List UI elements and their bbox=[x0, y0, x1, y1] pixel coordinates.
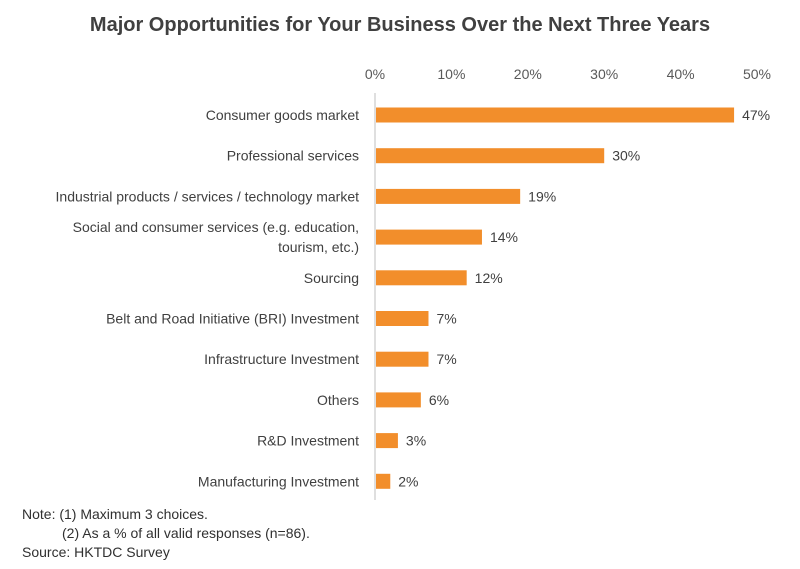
bar bbox=[376, 148, 605, 164]
category-label: Belt and Road Initiative (BRI) Investmen… bbox=[106, 311, 359, 327]
data-label: 7% bbox=[436, 351, 456, 367]
data-label: 7% bbox=[436, 311, 456, 327]
note-line-1: Note: (1) Maximum 3 choices. bbox=[22, 506, 208, 522]
bar bbox=[376, 229, 482, 245]
category-label: Manufacturing Investment bbox=[198, 473, 359, 489]
category-label: R&D Investment bbox=[257, 433, 359, 449]
category-label: Consumer goods market bbox=[206, 107, 359, 123]
category-label: Infrastructure Investment bbox=[204, 351, 359, 367]
data-label: 19% bbox=[528, 188, 556, 204]
bar bbox=[376, 433, 398, 449]
x-tick-label: 30% bbox=[590, 66, 618, 82]
data-label: 47% bbox=[742, 107, 770, 123]
note-line-2: (2) As a % of all valid responses (n=86)… bbox=[62, 525, 310, 541]
category-label: Social and consumer services (e.g. educa… bbox=[73, 219, 359, 235]
x-tick-label: 40% bbox=[667, 66, 695, 82]
category-label: Sourcing bbox=[304, 270, 359, 286]
category-label: Industrial products / services / technol… bbox=[56, 188, 360, 204]
data-label: 12% bbox=[475, 270, 503, 286]
source-line: Source: HKTDC Survey bbox=[22, 544, 170, 560]
data-label: 30% bbox=[612, 148, 640, 164]
bar bbox=[376, 473, 391, 489]
x-tick-label: 20% bbox=[514, 66, 542, 82]
bar bbox=[376, 107, 735, 123]
bar bbox=[376, 351, 429, 367]
bar bbox=[376, 392, 421, 408]
data-label: 3% bbox=[406, 433, 426, 449]
category-label: Professional services bbox=[227, 148, 359, 164]
chart-title: Major Opportunities for Your Business Ov… bbox=[89, 14, 711, 36]
chart-notes: Note: (1) Maximum 3 choices. (2) As a % … bbox=[22, 505, 310, 562]
bar bbox=[376, 311, 429, 326]
x-tick-label: 10% bbox=[437, 66, 465, 82]
data-label: 14% bbox=[490, 229, 518, 245]
category-label: tourism, etc.) bbox=[278, 239, 359, 255]
x-tick-label: 50% bbox=[743, 66, 771, 82]
data-label: 2% bbox=[398, 473, 418, 489]
data-label: 6% bbox=[429, 392, 449, 408]
bar bbox=[376, 188, 521, 204]
x-tick-label: 0% bbox=[365, 66, 385, 82]
bar bbox=[376, 270, 467, 286]
category-label: Others bbox=[317, 392, 359, 408]
